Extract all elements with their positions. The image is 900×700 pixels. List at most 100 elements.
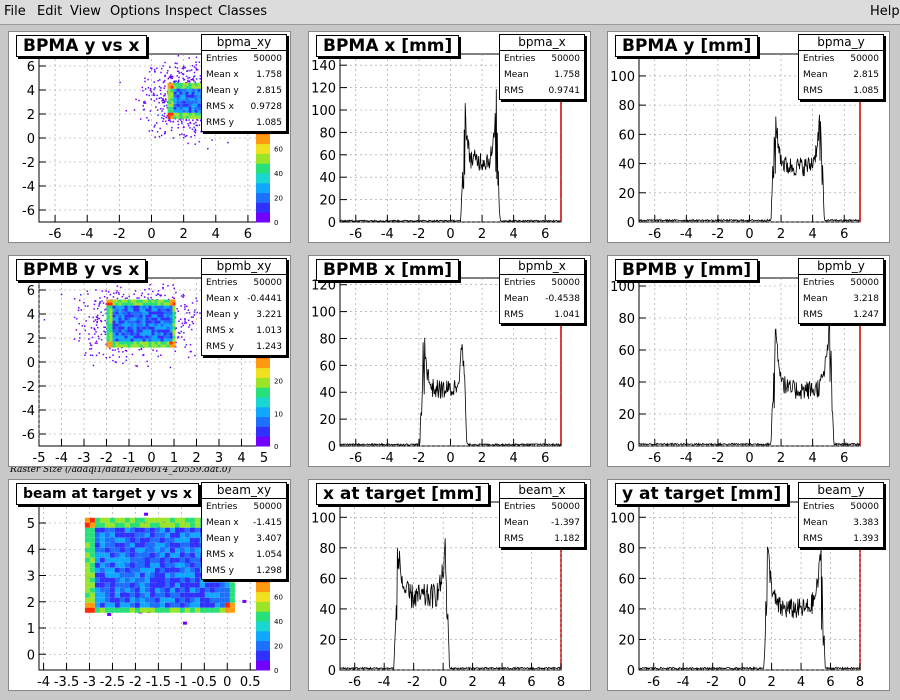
heat-cell [133,299,137,303]
heat-cell [160,317,164,321]
heat-cell [84,562,90,568]
pad-bpma_y[interactable]: -6 -4 -2 0 2 4 6 100 80 60 40 20 0 BPMA y [mm] bpma_y E… [607,31,890,243]
y-tick-label: 140 [311,59,336,74]
stats-box[interactable]: beam_xy Entries 50000 Mean x -1.415 Mean y 3.4… [201,482,287,580]
heat-cell [84,527,90,533]
heat-cell [169,332,173,336]
heat-cell [191,91,195,95]
pad-bpmb_y[interactable]: -6 -4 -2 0 2 4 6 100 80 60 40 20 0 BPMB y [mm] bpmb_y E… [607,255,890,467]
scatter-dot [160,71,162,74]
heat-cell [209,607,215,613]
stats-value: 2.815 [256,86,282,96]
menu-classes[interactable]: Classes [218,4,267,19]
heat-cell [154,329,158,333]
heat-cell [139,305,143,309]
scatter-dot [156,94,158,97]
heat-cell [214,607,220,613]
heat-cell [185,85,189,89]
pad-title: x at target [mm] [316,483,490,505]
menu-edit[interactable]: Edit [37,4,63,19]
pad-beam_y[interactable]: -6 -4 -2 0 2 4 6 8 100 80 60 40 20 0 y at target [mm] b… [607,479,890,691]
heat-cell [149,567,155,573]
scatter-dot [88,316,91,318]
menu-file[interactable]: File [4,4,26,19]
stats-box[interactable]: bpmb_x Entries 50000 Mean -0.4538 RMS 1.041 [499,258,585,324]
heat-cell [104,582,110,588]
stats-box[interactable]: bpma_y Entries 50000 Mean 2.815 RMS 1.085 [798,34,884,100]
y-tick-label: 120 [311,82,336,97]
scatter-dot [196,118,198,121]
scatter-dot [194,354,196,357]
stats-box[interactable]: bpmb_y Entries 50000 Mean 3.218 RMS 1.247 [798,258,884,324]
x-tick-label: -1.5 [146,675,171,690]
heat-cell [142,341,146,345]
heat-cell [189,607,195,613]
heat-cell [109,587,115,593]
heat-cell [112,338,116,342]
palette-label: 60 [274,146,283,154]
y-tick-label: 60 [618,572,635,587]
heat-cell [139,323,143,327]
heat-cell [160,329,164,333]
scatter-dot [163,101,165,103]
menu-help[interactable]: Help [870,4,900,19]
palette-swatch [256,406,270,413]
heat-cell [197,82,201,86]
heat-cell [130,314,134,318]
heat-cell [154,326,158,330]
scatter-dot [78,307,80,309]
heat-cell [139,335,143,339]
x-tick-label: -6 [647,675,660,690]
stats-name: bpmb_x [500,259,584,275]
palette-swatch [256,148,270,154]
x-tick-label: -6 [49,227,62,242]
heat-cell [84,582,90,588]
menu-options[interactable]: Options [110,4,161,19]
heat-cell [121,326,125,330]
scatter-dot [100,338,103,341]
heat-cell [209,587,215,593]
heat-cell [109,592,115,598]
stats-box[interactable]: bpma_x Entries 50000 Mean 1.758 RMS 0.9741 [499,34,585,100]
heat-cell [173,85,177,89]
heat-cell [104,517,110,523]
menu-inspect[interactable]: Inspect [165,4,213,19]
pad-beam_x[interactable]: -6 -4 -2 0 2 4 6 8 100 80 60 40 20 0 x at target [mm] b… [308,479,591,691]
stats-box[interactable]: bpma_xy Entries 50000 Mean x 1.758 Mean y 2.81… [201,34,287,132]
heat-cell [172,332,176,336]
stats-box[interactable]: beam_x Entries 50000 Mean -1.397 RMS 1.182 [499,482,585,548]
heat-cell [179,592,185,598]
scatter-dot [178,76,180,79]
heat-cell [127,317,131,321]
heat-cell [174,572,180,578]
pad-bpmb_x[interactable]: -6 -4 -2 0 2 4 6 120 100 80 60 40 20 0 BPMB x [mm] bpmb… [308,255,591,467]
x-tick-label: -2 [412,451,425,466]
heat-cell [109,332,113,336]
heat-cell [134,567,140,573]
heat-cell [114,567,120,573]
heat-cell [188,94,192,98]
stats-key: Mean y [206,86,239,96]
heat-cell [124,329,128,333]
heat-cell [127,305,131,309]
heat-cell [99,557,105,563]
heat-cell [224,577,230,583]
pad-beam_xy[interactable]: -4 -3.5 -3 -2.5 -2 -1.5 -1 -0.5 0 0.5 5 4 3 2 1 0 0 20 40 6… [8,479,291,691]
heat-cell [185,82,189,86]
pad-bpma_x[interactable]: -6 -4 -2 0 2 4 6 140 120 100 80 60 40 20 0 BPMA x [mm] b… [308,31,591,243]
scatter-dot [174,62,177,64]
stats-box[interactable]: beam_y Entries 50000 Mean 3.383 RMS 1.393 [798,482,884,548]
heat-cell [185,88,189,92]
heat-cell [124,335,128,339]
heat-cell [189,547,195,553]
heat-cell [144,582,150,588]
scatter-dot [93,303,96,306]
menu-view[interactable]: View [70,4,101,19]
heat-cell [184,522,190,528]
stats-box[interactable]: bpmb_xy Entries 50000 Mean x -0.4441 Mean y 3.… [201,258,287,356]
y-tick-label: 2 [27,108,35,123]
heat-cell [144,517,150,523]
